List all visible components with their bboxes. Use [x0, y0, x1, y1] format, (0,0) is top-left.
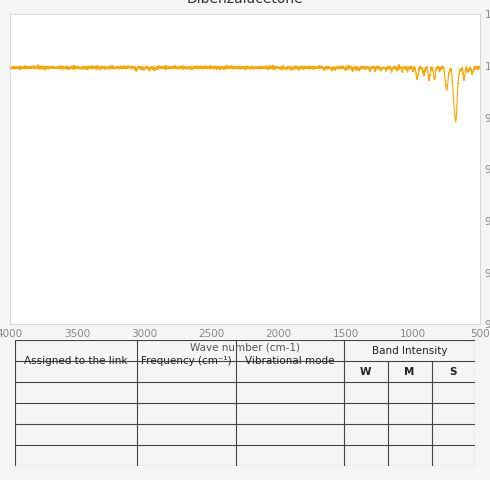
Text: W: W — [360, 367, 371, 377]
Text: Vibrational mode: Vibrational mode — [245, 356, 335, 366]
X-axis label: Wave number (cm-1): Wave number (cm-1) — [190, 343, 300, 353]
Text: M: M — [404, 367, 415, 377]
Text: Band Intensity: Band Intensity — [372, 346, 447, 356]
Text: Assigned to the link: Assigned to the link — [24, 356, 127, 366]
Title: Dibenzalacetone: Dibenzalacetone — [187, 0, 303, 6]
Text: Frequency (cm⁻¹): Frequency (cm⁻¹) — [141, 356, 232, 366]
Text: S: S — [450, 367, 457, 377]
